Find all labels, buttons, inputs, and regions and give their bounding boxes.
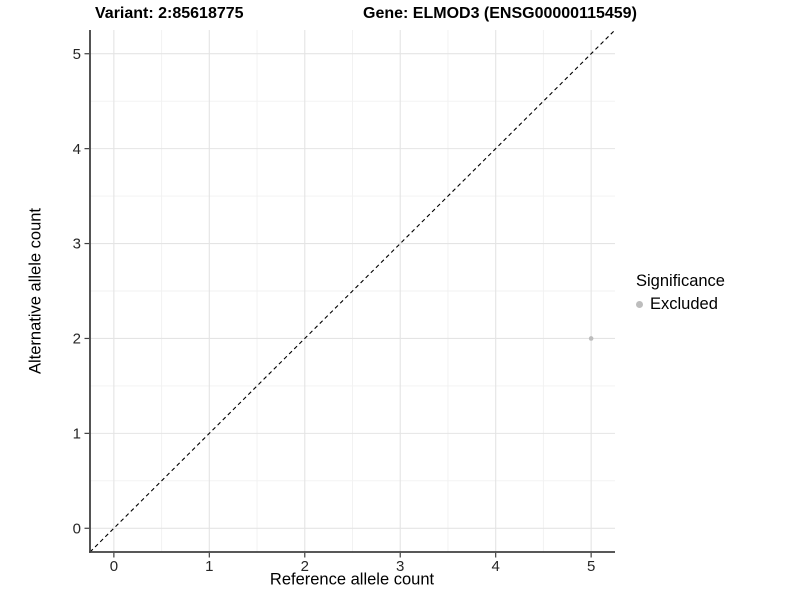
plot-title-gene: Gene: ELMOD3 (ENSG00000115459) [363, 5, 637, 22]
svg-text:0: 0 [73, 520, 81, 537]
svg-text:1: 1 [205, 558, 213, 575]
svg-text:3: 3 [396, 558, 404, 575]
svg-text:4: 4 [492, 558, 500, 575]
plot-title-variant: Variant: 2:85618775 [95, 5, 244, 22]
svg-text:2: 2 [73, 331, 81, 348]
svg-text:5: 5 [73, 46, 81, 63]
y-axis-label: Alternative allele count [26, 207, 45, 375]
legend-item-label: Excluded [650, 295, 718, 313]
svg-text:2: 2 [301, 558, 309, 575]
svg-text:3: 3 [73, 236, 81, 253]
legend-title: Significance [636, 272, 725, 290]
svg-text:1: 1 [73, 426, 81, 443]
x-axis-label: Reference allele count [269, 570, 435, 589]
excluded-point-icon [636, 301, 643, 308]
legend-item-excluded: Excluded [636, 295, 725, 314]
svg-text:0: 0 [110, 558, 118, 575]
legend: Significance Excluded [636, 272, 725, 314]
svg-text:4: 4 [73, 141, 81, 158]
svg-text:5: 5 [587, 558, 595, 575]
